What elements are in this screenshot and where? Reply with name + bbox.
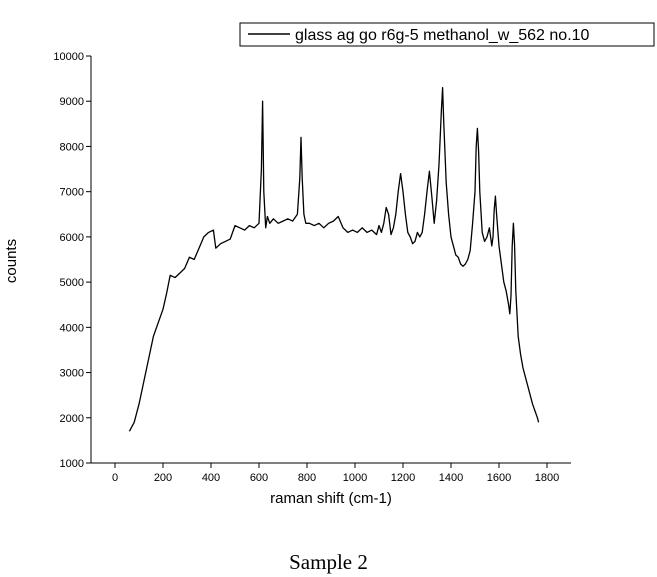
x-tick-label: 1000 [343,472,367,484]
legend-entry-label: glass ag go r6g-5 methanol_w_562 no.10 [295,27,590,44]
x-tick-label: 1400 [439,472,463,484]
y-tick-label: 7000 [60,187,84,199]
raman-spectrum-chart: 1000200030004000500060007000800090001000… [3,22,655,507]
y-tick-label: 6000 [60,232,84,244]
y-ticks: 1000 2000 3000 4000 5000 6000 7000 8000 9000 1000… [53,51,91,470]
legend: glass ag go r6g-5 methanol_w_562 no.10 [239,22,655,47]
series-layer [128,87,540,432]
x-ticks: 0 200 400 600 800 1000 1200 1400 1600 1800 [112,463,559,484]
y-tick-label: 8000 [60,141,84,153]
y-tick-label: 2000 [60,413,84,425]
y-tick-label: 4000 [60,322,84,334]
x-tick-label: 0 [112,472,118,484]
y-tick-label: 5000 [60,277,84,289]
x-tick-label: 600 [250,472,268,484]
y-tick-label: 1000 [60,458,84,470]
x-tick-label: 400 [202,472,220,484]
y-tick-label: 3000 [60,368,84,380]
series-line-0 [128,87,540,432]
x-tick-label: 1600 [487,472,511,484]
y-tick-label: 9000 [60,96,84,108]
x-tick-label: 800 [298,472,316,484]
x-axis-label: raman shift (cm-1) [270,490,392,507]
y-tick-label: 10000 [53,51,84,63]
legend-box [239,22,655,47]
y-axis-label: counts [3,239,20,283]
x-tick-label: 1200 [391,472,415,484]
x-tick-label: 1800 [535,472,559,484]
figure-caption: Sample 2 [289,550,368,574]
x-tick-label: 200 [154,472,172,484]
